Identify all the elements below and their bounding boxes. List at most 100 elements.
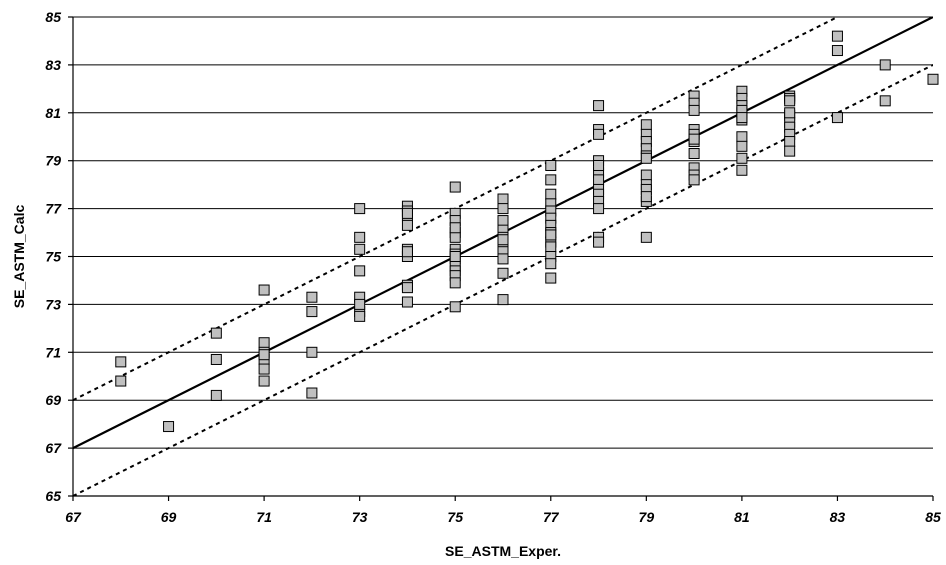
x-tick-label-4: 75 xyxy=(447,509,463,525)
y-tick-label-1: 67 xyxy=(45,440,62,456)
data-point xyxy=(640,119,652,131)
data-point xyxy=(401,296,413,308)
y-tick-labels: 65 67 69 71 73 75 77 79 81 83 85 xyxy=(45,9,62,504)
x-tick-label-8: 83 xyxy=(830,509,846,525)
x-tick-label-3: 73 xyxy=(352,509,368,525)
data-point xyxy=(688,174,700,186)
data-point xyxy=(593,128,605,140)
data-point xyxy=(545,258,557,270)
data-point xyxy=(497,215,509,227)
data-point xyxy=(497,193,509,205)
x-tick-label-2: 71 xyxy=(256,509,272,525)
data-point xyxy=(401,219,413,231)
x-tick-label-0: 67 xyxy=(65,509,82,525)
data-point xyxy=(593,236,605,248)
data-point xyxy=(497,267,509,279)
data-point xyxy=(258,349,270,361)
data-point xyxy=(449,301,461,313)
data-point xyxy=(593,100,605,112)
data-point xyxy=(258,375,270,387)
x-axis-title: SE_ASTM_Exper. xyxy=(445,543,561,559)
data-point xyxy=(593,174,605,186)
data-point xyxy=(736,131,748,143)
data-point xyxy=(401,246,413,258)
data-point xyxy=(210,353,222,365)
y-tick-label-4: 73 xyxy=(45,296,61,312)
x-tick-label-9: 85 xyxy=(925,509,941,525)
data-point xyxy=(593,203,605,215)
y-axis-title: SE_ASTM_Calc xyxy=(11,205,27,309)
data-point xyxy=(688,104,700,116)
data-point xyxy=(210,327,222,339)
data-point xyxy=(736,152,748,164)
data-point xyxy=(354,298,366,310)
data-point xyxy=(593,159,605,171)
x-tick-label-1: 69 xyxy=(161,509,177,525)
data-point xyxy=(449,222,461,234)
data-point xyxy=(831,30,843,42)
y-tick-label-5: 75 xyxy=(45,249,61,265)
data-point xyxy=(306,387,318,399)
data-point xyxy=(258,337,270,349)
data-point xyxy=(688,148,700,160)
data-point xyxy=(545,229,557,241)
data-point xyxy=(688,133,700,145)
data-point xyxy=(879,59,891,71)
bound-line-1 xyxy=(73,17,840,402)
data-point xyxy=(401,207,413,219)
data-point xyxy=(879,95,891,107)
data-point xyxy=(258,363,270,375)
data-point xyxy=(497,253,509,265)
axes xyxy=(68,16,934,501)
bound-line-2 xyxy=(73,64,933,496)
x-tick-label-6: 79 xyxy=(639,509,655,525)
x-tick-label-5: 77 xyxy=(543,509,560,525)
data-point xyxy=(497,294,509,306)
data-point xyxy=(354,243,366,255)
data-point xyxy=(449,251,461,262)
data-point xyxy=(545,159,557,171)
y-tick-label-9: 83 xyxy=(45,57,61,73)
data-point xyxy=(784,95,796,107)
data-point xyxy=(831,45,843,57)
data-point xyxy=(736,112,748,124)
data-point xyxy=(640,191,652,203)
data-point xyxy=(354,231,366,243)
data-point xyxy=(640,169,652,181)
data-point xyxy=(545,272,557,284)
data-point xyxy=(401,282,413,294)
data-point xyxy=(927,73,939,85)
data-point xyxy=(354,310,366,322)
data-points xyxy=(115,30,939,433)
data-point xyxy=(115,356,127,368)
x-tick-labels: 67 69 71 73 75 77 79 81 83 85 xyxy=(65,509,941,525)
data-point xyxy=(306,346,318,358)
y-tick-label-7: 79 xyxy=(45,153,61,169)
data-point xyxy=(497,203,509,215)
y-tick-label-6: 77 xyxy=(45,201,62,217)
data-point xyxy=(736,140,748,152)
data-point xyxy=(449,277,461,289)
data-point xyxy=(306,306,318,318)
data-point xyxy=(545,241,557,253)
data-point xyxy=(115,375,127,387)
data-point xyxy=(354,265,366,277)
data-point xyxy=(210,389,222,401)
data-point xyxy=(497,234,509,246)
data-point xyxy=(640,152,652,164)
data-point xyxy=(449,231,461,243)
y-tick-label-10: 85 xyxy=(45,9,61,25)
data-point xyxy=(306,291,318,303)
y-tick-label-0: 65 xyxy=(45,488,61,504)
y-tick-label-3: 71 xyxy=(45,344,61,360)
data-point xyxy=(831,112,843,124)
data-point xyxy=(545,174,557,186)
data-point xyxy=(736,164,748,176)
data-point xyxy=(545,188,557,200)
data-point xyxy=(449,181,461,193)
y-tick-label-8: 81 xyxy=(45,105,61,121)
data-point xyxy=(258,284,270,296)
data-point xyxy=(163,421,175,433)
data-point xyxy=(784,107,796,119)
